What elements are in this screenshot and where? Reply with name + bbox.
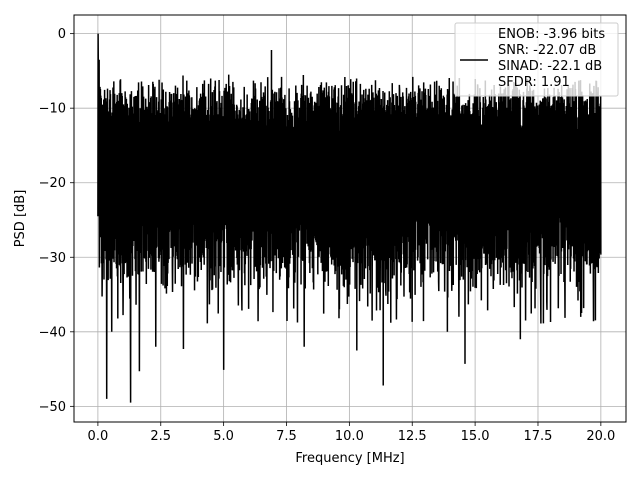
y-tick-label: −40: [39, 325, 66, 340]
x-axis-ticks: 0.0 2.5 5.0 7.5 10.0 12.5 15.0 17.5 20.0: [88, 422, 615, 444]
legend-sinad: SINAD: -22.1 dB: [498, 59, 602, 74]
plot-frame: [73, 14, 627, 423]
legend-sfdr: SFDR: 1.91: [498, 75, 570, 90]
x-tick-label: 0.0: [88, 429, 109, 444]
y-tick-label: −10: [39, 102, 66, 117]
legend-enob: ENOB: -3.96 bits: [498, 27, 605, 42]
x-tick-label: 2.5: [150, 429, 171, 444]
x-tick-label: 5.0: [213, 429, 234, 444]
psd-series-line: [97, 33, 602, 403]
y-tick-label: −50: [39, 400, 66, 415]
x-tick-label: 7.5: [276, 429, 297, 444]
x-tick-label: 12.5: [398, 429, 427, 444]
x-tick-label: 20.0: [586, 429, 615, 444]
legend-snr: SNR: -22.07 dB: [498, 43, 596, 58]
y-axis-label: PSD [dB]: [13, 190, 28, 248]
legend: ENOB: -3.96 bits SNR: -22.07 dB SINAD: -…: [454, 22, 619, 97]
x-tick-label: 10.0: [335, 429, 364, 444]
y-tick-label: 0: [58, 27, 66, 42]
y-tick-label: −30: [39, 251, 66, 266]
x-tick-label: 17.5: [524, 429, 553, 444]
y-tick-label: −20: [39, 176, 66, 191]
x-tick-label: 15.0: [461, 429, 490, 444]
y-axis-ticks: 0 −10 −20 −30 −40 −50: [39, 27, 74, 415]
x-axis-label: Frequency [MHz]: [295, 451, 404, 466]
legend-box: [454, 22, 619, 97]
